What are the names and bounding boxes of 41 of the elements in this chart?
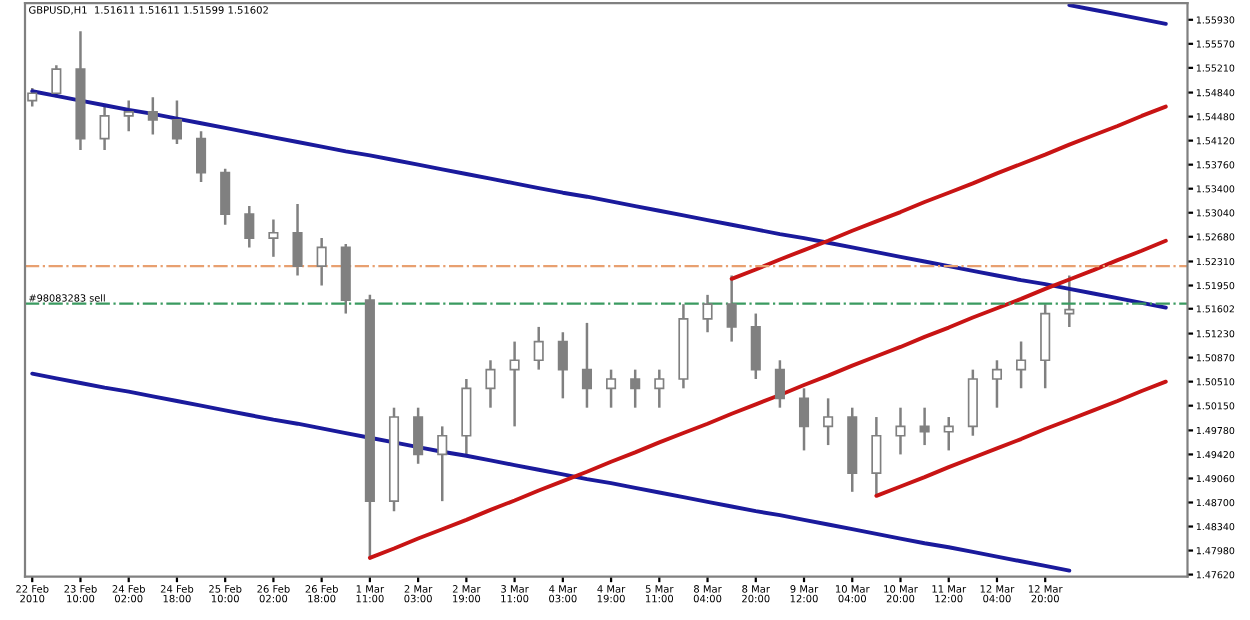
candlestick	[895, 406, 906, 456]
candlestick	[726, 274, 737, 343]
candlestick	[437, 425, 448, 503]
candlestick	[557, 330, 568, 400]
candlestick	[99, 105, 110, 152]
candlestick	[316, 236, 327, 287]
line-series	[729, 104, 1168, 281]
candlestick	[991, 359, 1003, 409]
candlestick	[871, 415, 882, 498]
candlestick	[919, 406, 930, 447]
candlestick	[509, 340, 520, 428]
candlestick	[171, 99, 183, 146]
candlestick	[461, 377, 472, 456]
candlestick	[244, 204, 255, 249]
candlestick	[485, 359, 496, 409]
candlestick	[413, 406, 424, 466]
line-series	[1067, 3, 1168, 26]
candlestick	[750, 312, 761, 381]
candlestick	[1016, 340, 1027, 390]
candlestick	[654, 368, 665, 409]
candlestick	[220, 167, 231, 227]
candlestick	[702, 293, 713, 334]
candlestick	[147, 95, 158, 136]
candlestick	[774, 359, 785, 409]
candlestick	[196, 130, 207, 184]
candlestick	[292, 202, 303, 277]
candlestick	[123, 99, 134, 133]
candlestick	[581, 321, 593, 409]
candlestick	[967, 368, 978, 437]
candlestick	[1040, 302, 1051, 390]
line-series	[874, 379, 1168, 498]
candlestick	[943, 415, 954, 452]
line-series	[30, 371, 1072, 573]
candlestick	[823, 397, 834, 447]
candlestick	[533, 325, 544, 371]
candlestick	[1064, 274, 1075, 329]
candlestick	[606, 368, 617, 409]
line-series	[367, 238, 1168, 560]
candlestick	[268, 218, 279, 259]
candlestick	[630, 368, 641, 409]
candlestick	[798, 387, 810, 452]
